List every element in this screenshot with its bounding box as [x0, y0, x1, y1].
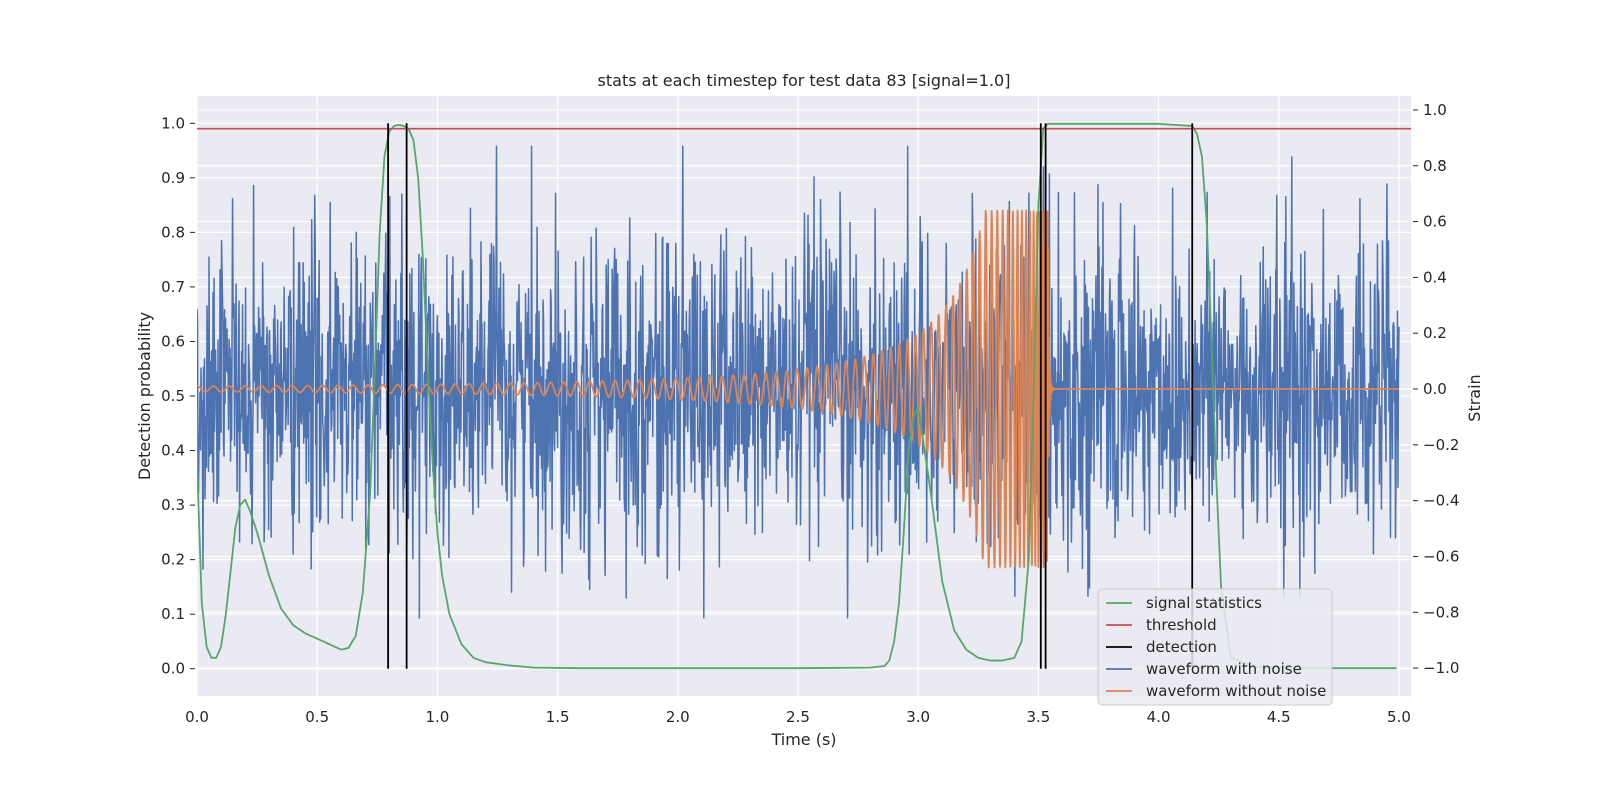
y-tick-label: 0.7: [161, 278, 185, 296]
legend-entry: signal statistics: [1146, 594, 1262, 612]
y2-tick-label: 0.8: [1423, 157, 1447, 175]
x-tick-label: 2.5: [786, 708, 810, 726]
signal-statistics-line: [197, 122, 1397, 670]
y2-tick-label: −1.0: [1423, 659, 1459, 677]
y-tick-label: 0.1: [161, 605, 185, 623]
y-axis-right: −1.0 −0.8 −0.6 −0.4 −0.2 0.0 0.2 0.4 0.6 0.8 1.0: [1413, 101, 1459, 677]
x-axis-label: Time (s): [770, 730, 836, 749]
y-axis-right-label: Strain: [1465, 374, 1484, 421]
waveform-without-noise-layer: [197, 209, 1400, 569]
chart-title: stats at each timestep for test data 83 …: [598, 71, 1011, 90]
waveform-with-noise-line: [197, 145, 1400, 619]
y-tick-label: 0.4: [161, 442, 185, 460]
y-axis-left: 0.0 0.1 0.2 0.3 0.4 0.5 0.6 0.7 0.8 0.9 1.0: [161, 114, 195, 678]
legend-entry: detection: [1146, 638, 1217, 656]
legend-entry: waveform with noise: [1146, 660, 1302, 678]
y2-tick-label: 1.0: [1423, 101, 1447, 119]
y-tick-label: 0.8: [161, 223, 185, 241]
y2-tick-label: 0.2: [1423, 324, 1447, 342]
y-tick-label: 0.5: [161, 387, 185, 405]
y-tick-label: 0.9: [161, 169, 185, 187]
x-axis: 0.0 0.5 1.0 1.5 2.0 2.5 3.0 3.5 4.0 4.5 5.0: [185, 708, 1411, 726]
x-tick-label: 4.5: [1267, 708, 1291, 726]
x-tick-label: 1.0: [425, 708, 449, 726]
x-tick-label: 3.0: [906, 708, 930, 726]
y2-tick-label: −0.4: [1423, 492, 1459, 510]
legend-box: [1097, 588, 1333, 706]
y-tick-label: 0.0: [161, 660, 185, 678]
y2-tick-label: −0.8: [1423, 603, 1459, 621]
x-tick-label: 1.5: [546, 708, 570, 726]
y2-tick-label: 0.4: [1423, 268, 1447, 286]
y2-tick-label: 0.0: [1423, 380, 1447, 398]
y-tick-label: 0.2: [161, 551, 185, 569]
y2-tick-label: −0.2: [1423, 436, 1459, 454]
x-tick-label: 4.0: [1147, 708, 1171, 726]
y-tick-label: 0.6: [161, 332, 185, 350]
y2-tick-label: 0.6: [1423, 213, 1447, 231]
legend: signal statistics threshold detection wavef…: [1097, 588, 1333, 706]
y2-tick-label: −0.6: [1423, 547, 1459, 565]
y-tick-label: 1.0: [161, 114, 185, 132]
waveform-without-noise-line: [197, 209, 1400, 569]
x-tick-label: 2.0: [666, 708, 690, 726]
x-tick-label: 5.0: [1387, 708, 1411, 726]
legend-entry: threshold: [1146, 616, 1217, 634]
signal-statistics-layer: [197, 122, 1397, 670]
x-tick-label: 3.5: [1026, 708, 1050, 726]
legend-entry: waveform without noise: [1146, 682, 1326, 700]
x-tick-label: 0.0: [185, 708, 209, 726]
y-axis-label: Detection probability: [135, 312, 154, 480]
waveform-with-noise-layer: [197, 145, 1400, 619]
y-tick-label: 0.3: [161, 496, 185, 514]
detection-layer: [387, 123, 1194, 669]
x-tick-label: 0.5: [305, 708, 329, 726]
